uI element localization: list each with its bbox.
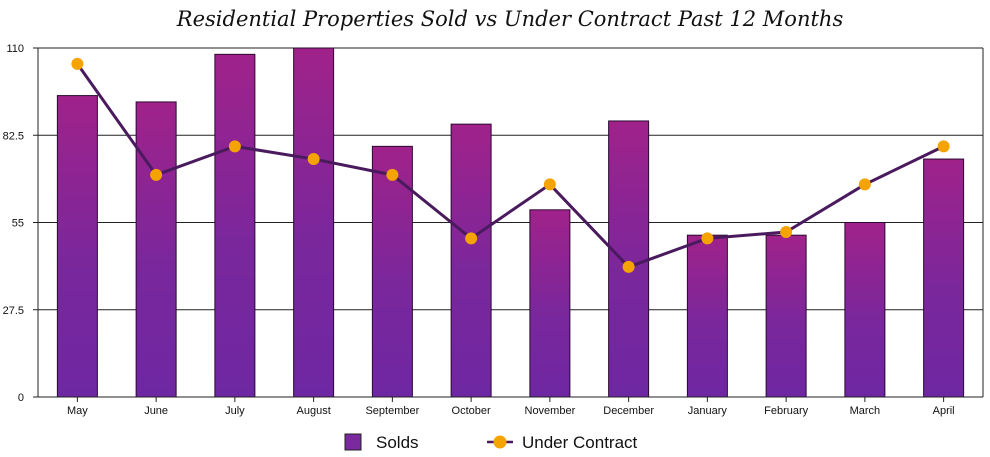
bars [56,47,965,398]
x-tick-label-january: January [688,405,728,417]
y-tick-label-4: 110 [6,43,24,55]
marker-september [386,168,399,181]
legend-label-solds: Solds [376,433,419,452]
bar-december [608,120,650,398]
x-tick-label-may: May [67,405,88,417]
chart-title: Residential Properties Sold vs Under Con… [176,7,844,31]
x-tick-label-march: March [850,405,881,417]
bar-november [529,209,571,398]
bar-september [371,145,413,398]
y-tick-label-1: 27.5 [3,305,24,317]
bar-august [293,47,335,398]
x-tick-label-april: April [933,405,955,417]
marker-june [150,168,163,181]
x-tick-label-august: August [297,405,331,417]
marker-february [780,226,793,239]
y-tick-label-2: 55 [12,218,24,230]
legend-swatch-under-contract-marker [493,435,507,449]
marker-august [307,153,320,166]
x-tick-labels: May June July August September October Novembe… [67,405,955,417]
bar-april [923,158,965,398]
marker-october [465,232,478,245]
marker-july [228,140,241,153]
x-tick-label-february: February [764,405,809,417]
y-tick-label-3: 82.5 [3,130,24,142]
bar-june [135,101,177,398]
y-tick-labels: 0 27.5 55 82.5 110 [3,43,24,404]
under-contract-polyline [76,62,945,269]
under-contract-markers [71,57,950,273]
legend-swatch-solds [344,433,362,451]
y-tick-label-0: 0 [18,392,24,404]
marker-may [71,57,84,70]
bar-july [214,53,256,398]
marker-december [622,260,635,273]
bar-may [56,95,98,398]
marker-january [701,232,714,245]
marker-april [937,140,950,153]
bar-march [844,222,886,398]
bar-october [450,123,492,398]
axes [33,47,984,402]
x-tick-label-september: September [365,405,419,417]
x-tick-label-june: June [144,405,168,417]
bar-february [765,234,807,398]
marker-march [858,178,871,191]
bar-january [686,234,728,398]
x-tick-label-december: December [603,405,654,417]
gridlines [38,47,983,311]
marker-november [543,178,556,191]
under-contract-line [76,62,945,269]
x-tick-label-october: October [452,405,491,417]
x-tick-label-july: July [225,405,245,417]
legend-label-under-contract: Under Contract [522,433,638,452]
legend: Solds Under Contract [344,433,638,452]
x-tick-label-november: November [525,405,576,417]
